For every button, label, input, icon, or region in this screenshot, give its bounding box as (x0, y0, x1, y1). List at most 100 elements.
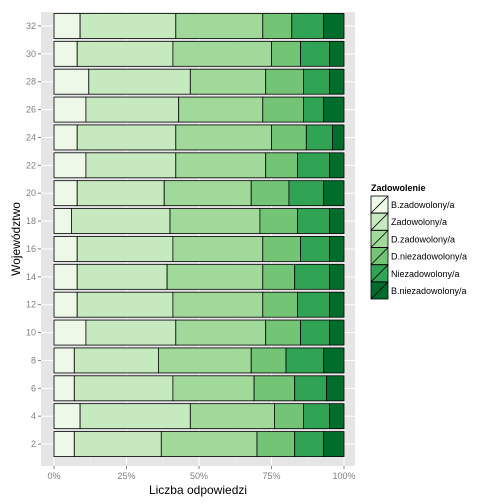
bar-segment (297, 208, 330, 234)
bar-segment (297, 152, 330, 179)
bar-segment (163, 180, 252, 207)
bar-segment (262, 291, 298, 318)
bar-segment (256, 431, 296, 457)
bar-segment (285, 347, 325, 374)
y-tick-label: 18 (26, 216, 36, 226)
y-tick-label: 6 (31, 383, 36, 393)
legend-label: Zadowolony/a (391, 217, 447, 227)
y-tick-label: 10 (26, 328, 36, 338)
bar-segment (288, 180, 325, 207)
bar-segment (160, 431, 258, 457)
bar-segment (329, 68, 345, 95)
bar-segment (323, 431, 345, 457)
legend-label: Niezadowolony/a (391, 269, 460, 279)
y-tick-label: 26 (26, 105, 36, 115)
bar-segment (323, 347, 345, 374)
bar-segment (259, 208, 298, 234)
x-axis-ticks: 0% 25% 50% 75% 100% (47, 466, 356, 481)
bar-segment (178, 96, 264, 123)
bar-segment (53, 152, 87, 179)
bar-segment (175, 124, 272, 151)
bar-segment (172, 236, 264, 262)
bar-segment (79, 13, 177, 39)
legend-key-slash (370, 264, 389, 283)
bar-segment (291, 13, 325, 39)
legend-key-slash (370, 247, 389, 265)
bar-segment (271, 40, 301, 67)
bar-segment (262, 13, 293, 39)
bar-segment (294, 375, 328, 402)
bar-segment (53, 347, 75, 374)
bar-segment (305, 124, 333, 151)
bar-segment (329, 319, 345, 346)
bar-segment (250, 347, 287, 374)
bar-segment (302, 68, 330, 95)
bar-segment (53, 236, 78, 262)
bar-segment (172, 375, 255, 402)
bar-segment (71, 208, 171, 234)
bar-segment (300, 236, 330, 262)
legend-label: B.zadowolony/a (391, 200, 455, 210)
bar-segment (85, 152, 177, 179)
bar-segment (271, 124, 307, 151)
legend-key-slash (370, 195, 389, 214)
bar-segment (323, 96, 345, 123)
bar-segment (53, 40, 78, 67)
bar-segment (323, 13, 345, 39)
bar-segment (189, 68, 267, 95)
y-tick-label: 24 (26, 132, 36, 142)
bar-segment (329, 208, 345, 234)
bar-segment (73, 375, 174, 402)
bar-segment (53, 13, 81, 39)
bar-segment (329, 403, 345, 430)
bar-segment (53, 96, 87, 123)
bars (53, 13, 345, 457)
y-tick-label: 8 (31, 355, 36, 365)
bar-segment (85, 96, 180, 123)
y-tick-label: 30 (26, 49, 36, 59)
bar-segment (294, 431, 325, 457)
y-tick-label: 12 (26, 300, 36, 310)
bar-segment (300, 40, 330, 67)
bar-segment (265, 319, 301, 346)
bar-segment (169, 208, 261, 234)
bar-segment (157, 347, 252, 374)
y-tick-label: 4 (31, 411, 36, 421)
bar-segment (53, 319, 87, 346)
legend-key-slash (370, 212, 389, 231)
bar-segment (76, 40, 174, 67)
x-tick-label: 75% (262, 471, 280, 481)
bar-segment (302, 403, 330, 430)
x-tick-label: 50% (190, 471, 208, 481)
bar-segment (166, 263, 264, 290)
bar-segment (76, 236, 174, 262)
bar-segment (294, 263, 330, 290)
bar-segment (53, 403, 81, 430)
bar-segment (329, 40, 345, 67)
bar-segment (53, 180, 78, 207)
legend-label: D.niezadowolony/a (391, 252, 467, 262)
bar-segment (73, 347, 159, 374)
legend-title: Zadowolenie (371, 183, 426, 193)
bar-segment (79, 403, 191, 430)
y-tick-label: 14 (26, 272, 36, 282)
bar-segment (73, 431, 162, 457)
bar-segment (53, 291, 78, 318)
bar-segment (329, 152, 345, 179)
bar-segment (88, 68, 191, 95)
bar-segment (76, 291, 174, 318)
x-tick-label: 25% (117, 471, 135, 481)
bar-segment (253, 375, 296, 402)
bar-segment (329, 291, 345, 318)
bar-segment (262, 263, 296, 290)
x-axis-title: Liczba odpowiedzi (149, 483, 247, 497)
bar-segment (53, 208, 72, 234)
x-tick-label: 100% (332, 471, 355, 481)
bar-segment (85, 319, 177, 346)
y-tick-label: 20 (26, 188, 36, 198)
bar-segment (262, 96, 304, 123)
y-tick-label: 16 (26, 244, 36, 254)
bar-segment (302, 96, 325, 123)
